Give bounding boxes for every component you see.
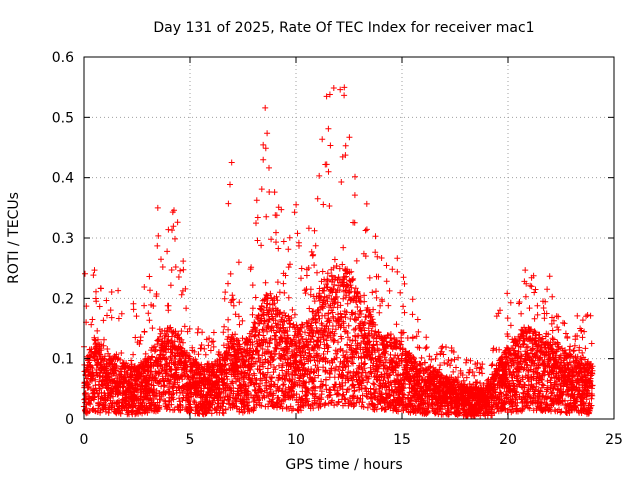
x-tick-label: 20 [499,432,517,448]
x-tick-label: 0 [80,432,89,448]
x-tick-label: 15 [393,432,411,448]
axis-ticks [83,56,615,420]
x-tick-label: 5 [186,432,195,448]
x-tick-labels: 0 5 10 15 20 25 [80,432,623,448]
y-tick-label: 0 [65,412,74,428]
x-tick-label: 25 [605,432,623,448]
y-tick-label: 0.6 [52,50,74,66]
roti-markers [80,84,596,420]
y-tick-label: 0.1 [52,352,74,368]
x-tick-label: 10 [287,432,305,448]
data-points [80,84,596,420]
y-tick-label: 0.3 [52,231,74,247]
y-tick-label: 0.5 [52,110,74,126]
x-axis-title: GPS time / hours [285,457,402,473]
y-axis-title: ROTI / TECUs [6,192,22,284]
y-tick-label: 0.4 [52,171,74,187]
chart-title: Day 131 of 2025, Rate Of TEC Index for r… [153,20,534,36]
y-tick-label: 0.2 [52,291,74,307]
y-tick-labels: 0 0.1 0.2 0.3 0.4 0.5 0.6 [52,50,74,428]
